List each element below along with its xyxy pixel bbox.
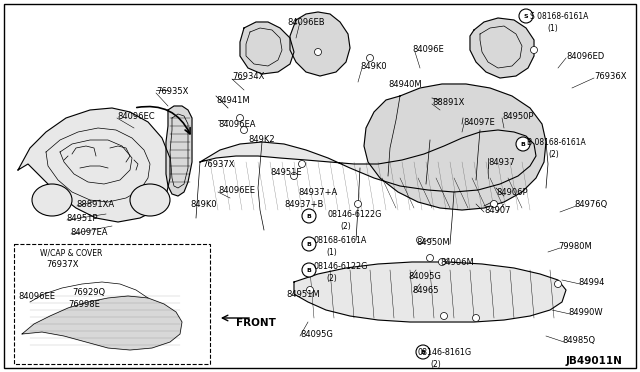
Text: 76937X: 76937X <box>46 260 79 269</box>
Text: 84941M: 84941M <box>216 96 250 105</box>
Polygon shape <box>22 296 182 350</box>
Circle shape <box>314 48 321 55</box>
Circle shape <box>355 201 362 208</box>
Text: 76936X: 76936X <box>594 72 627 81</box>
Text: (1): (1) <box>326 248 337 257</box>
Polygon shape <box>18 108 170 222</box>
Polygon shape <box>294 262 566 322</box>
Text: FRONT: FRONT <box>236 318 276 328</box>
Text: 849K0: 849K0 <box>190 200 216 209</box>
Polygon shape <box>364 84 546 210</box>
Text: 84951M: 84951M <box>286 290 319 299</box>
Text: 84976Q: 84976Q <box>574 200 607 209</box>
Polygon shape <box>200 130 536 192</box>
Text: 84906M: 84906M <box>440 258 474 267</box>
Text: 84096EE: 84096EE <box>218 186 255 195</box>
Circle shape <box>490 201 497 208</box>
Text: 84950P: 84950P <box>502 112 534 121</box>
Text: 84985Q: 84985Q <box>562 336 595 345</box>
Circle shape <box>302 237 316 251</box>
Text: 84937+B: 84937+B <box>284 200 323 209</box>
Text: 84965: 84965 <box>412 286 438 295</box>
Text: 08146-6122G: 08146-6122G <box>314 262 369 271</box>
Text: 84940M: 84940M <box>388 80 422 89</box>
Ellipse shape <box>130 184 170 216</box>
Text: 08146-8161G: 08146-8161G <box>418 348 472 357</box>
Text: S: S <box>524 13 528 19</box>
Circle shape <box>237 115 243 122</box>
Text: 84951P: 84951P <box>66 214 97 223</box>
Text: 84937+A: 84937+A <box>298 188 337 197</box>
Text: 84097EA: 84097EA <box>70 228 108 237</box>
Text: 849K2: 849K2 <box>248 135 275 144</box>
Text: (2): (2) <box>340 222 351 231</box>
Text: 84907: 84907 <box>484 206 511 215</box>
Circle shape <box>291 173 298 180</box>
Circle shape <box>426 254 433 262</box>
Text: (1): (1) <box>547 24 557 33</box>
Text: B 08168-6161A: B 08168-6161A <box>527 138 586 147</box>
Text: 84096EC: 84096EC <box>117 112 155 121</box>
Text: 08168-6161A: 08168-6161A <box>314 236 367 245</box>
Text: 84950M: 84950M <box>416 238 450 247</box>
Text: B: B <box>420 350 426 355</box>
Text: (2): (2) <box>548 150 559 159</box>
Bar <box>14 244 210 364</box>
Text: B: B <box>307 214 312 218</box>
Text: B: B <box>307 267 312 273</box>
Circle shape <box>519 9 533 23</box>
Circle shape <box>241 126 248 134</box>
Text: 84994: 84994 <box>578 278 604 287</box>
Text: (2): (2) <box>326 274 337 283</box>
Circle shape <box>531 46 538 54</box>
Text: 84095G: 84095G <box>408 272 441 281</box>
Text: 84096EE: 84096EE <box>18 292 55 301</box>
Text: 79980M: 79980M <box>558 242 592 251</box>
Circle shape <box>298 160 305 167</box>
Polygon shape <box>470 18 534 78</box>
Text: 08146-6122G: 08146-6122G <box>328 210 382 219</box>
Text: B: B <box>307 241 312 247</box>
Circle shape <box>440 312 447 320</box>
Text: 76929Q: 76929Q <box>72 288 105 297</box>
Text: 76934X: 76934X <box>232 72 264 81</box>
Text: 88891X: 88891X <box>432 98 465 107</box>
Circle shape <box>438 259 445 266</box>
Text: 849K0: 849K0 <box>360 62 387 71</box>
Text: W/CAP & COVER: W/CAP & COVER <box>40 248 102 257</box>
Text: 76998E: 76998E <box>68 300 100 309</box>
Text: 76935X: 76935X <box>156 87 188 96</box>
Polygon shape <box>166 106 192 196</box>
Text: 84095G: 84095G <box>300 330 333 339</box>
Circle shape <box>367 55 374 61</box>
Text: 84990W: 84990W <box>568 308 603 317</box>
Circle shape <box>302 263 316 277</box>
Text: 84096E: 84096E <box>412 45 444 54</box>
Ellipse shape <box>32 184 72 216</box>
Text: 84096EA: 84096EA <box>218 120 255 129</box>
Text: (2): (2) <box>430 360 441 369</box>
Text: S 08168-6161A: S 08168-6161A <box>530 12 588 21</box>
Text: 84937: 84937 <box>488 158 515 167</box>
Polygon shape <box>240 22 294 74</box>
Circle shape <box>416 345 430 359</box>
Text: 84951E: 84951E <box>270 168 301 177</box>
Circle shape <box>417 237 424 244</box>
Circle shape <box>302 209 316 223</box>
Circle shape <box>554 280 561 288</box>
Text: JB49011N: JB49011N <box>566 356 623 366</box>
Text: 88891XA: 88891XA <box>76 200 114 209</box>
Circle shape <box>516 137 530 151</box>
Polygon shape <box>290 12 350 76</box>
Text: 84906P: 84906P <box>496 188 527 197</box>
Text: 76937X: 76937X <box>202 160 234 169</box>
Text: 84096EB: 84096EB <box>287 18 324 27</box>
Text: 84096ED: 84096ED <box>566 52 604 61</box>
Circle shape <box>472 314 479 321</box>
Text: 84097E: 84097E <box>463 118 495 127</box>
Text: B: B <box>520 141 525 147</box>
Circle shape <box>307 286 314 294</box>
